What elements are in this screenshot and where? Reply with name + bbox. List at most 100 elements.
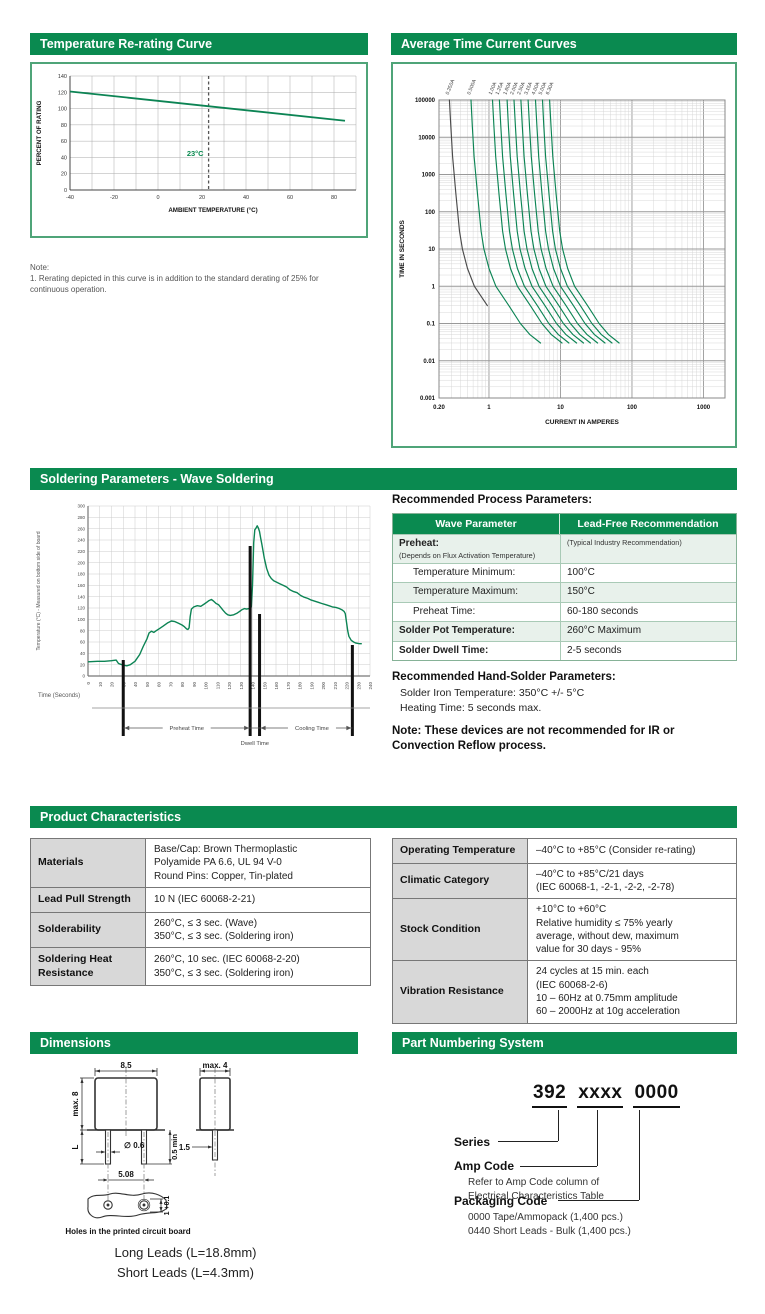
packaging-connector-v <box>639 1110 640 1200</box>
svg-text:60: 60 <box>157 682 162 688</box>
svg-text:40: 40 <box>133 682 138 688</box>
series-connector-v <box>558 1110 559 1141</box>
dim-pin-pitch: 5.08 <box>118 1170 134 1179</box>
section-header-product: Product Characteristics <box>30 806 737 828</box>
code-pkg: 0000 <box>633 1082 680 1108</box>
characteristic-value: Base/Cap: Brown Thermoplastic Polyamide P… <box>154 844 298 882</box>
svg-text:1: 1 <box>432 284 436 290</box>
pcb-sketch <box>87 1192 168 1219</box>
svg-text:60: 60 <box>80 640 86 645</box>
svg-text:120: 120 <box>58 90 67 96</box>
amp-code-description: Refer to Amp Code column of Electrical C… <box>468 1177 604 1202</box>
svg-text:20: 20 <box>199 195 205 201</box>
param-value: (Typical Industry Recommendation) <box>560 535 736 563</box>
characteristic-value: 24 cycles at 15 min. each (IEC 60068-2-6)… <box>536 966 680 1018</box>
soldering-right-column: Recommended Process Parameters: Wave Par… <box>392 494 737 754</box>
part-numbering-diagram: 392 xxxx 0000 Series Amp Code Refer to Amp… <box>392 1060 737 1310</box>
hand-solder-line: Solder Iron Temperature: 350°C +/- 5°C <box>400 687 585 700</box>
dim-side-width: max. 4 <box>203 1061 228 1070</box>
svg-text:200: 200 <box>321 682 326 690</box>
svg-text:0.01: 0.01 <box>423 359 435 365</box>
section-header-rerating: Temperature Re-rating Curve <box>30 33 368 55</box>
rerating-chart-box: 0 20 40 60 80 100 120 140 -40 -20 0 20 40 60 80 AMBIENT… <box>30 62 368 238</box>
svg-text:PERCENT OF RATING: PERCENT OF RATING <box>36 100 43 165</box>
svg-text:140: 140 <box>58 74 67 80</box>
section-title: Dimensions <box>40 1036 111 1050</box>
characteristic-row: Soldering Heat Resistance 260°C, 10 sec. (… <box>31 947 370 986</box>
svg-text:180: 180 <box>77 572 85 577</box>
svg-text:0.20: 0.20 <box>433 405 445 411</box>
dimension-arrows <box>80 1069 230 1212</box>
section-title: Product Characteristics <box>40 810 182 824</box>
characteristic-label: Soldering Heat Resistance <box>31 948 146 986</box>
svg-text:100: 100 <box>204 682 209 690</box>
svg-text:80: 80 <box>80 628 86 633</box>
solder-profile-chart: 0204060801001201401601802002202402602803… <box>36 504 373 747</box>
param-subtext: (Depends on Flux Activation Temperature) <box>399 550 536 560</box>
svg-text:10: 10 <box>428 247 435 253</box>
svg-text:40: 40 <box>243 195 249 201</box>
hand-solder-line: Heating Time: 5 seconds max. <box>400 701 542 714</box>
packaging-code-description: 0000 Tape/Ammopack (1,400 pcs.) 0440 Sho… <box>468 1212 631 1237</box>
svg-text:20: 20 <box>61 172 67 178</box>
tcc-chart: 100000 10000 1000 100 10 1 0.1 0.01 0.001 0.20 1 10… <box>399 78 726 426</box>
characteristic-row: Stock Condition +10°C to +60°C Relative hu… <box>393 898 736 961</box>
packaging-code-label: Packaging Code <box>454 1194 548 1208</box>
product-characteristics-table-right: Operating Temperature –40°C to +85°C (Con… <box>392 838 737 1024</box>
svg-text:280: 280 <box>77 515 85 520</box>
param-name: Solder Pot Temperature: <box>399 625 515 637</box>
characteristic-label: Climatic Category <box>393 863 528 899</box>
amp-connector-v <box>597 1110 598 1166</box>
process-param-row: Preheat Time: 60-180 seconds <box>393 601 736 622</box>
amp-connector-h <box>520 1166 597 1167</box>
characteristic-label: Stock Condition <box>393 899 528 961</box>
section-header-part-numbering: Part Numbering System <box>392 1032 737 1054</box>
series-label: Series <box>454 1135 491 1149</box>
svg-text:5.00A: 5.00A <box>538 81 549 96</box>
characteristic-value: 10 N (IEC 60068-2-21) <box>154 894 256 906</box>
svg-text:0.1: 0.1 <box>427 322 436 328</box>
svg-text:0: 0 <box>156 195 159 201</box>
svg-text:6.30A: 6.30A <box>545 81 556 96</box>
reflow-note: Note: These devices are not recommended … <box>392 725 675 753</box>
svg-text:10: 10 <box>557 405 564 411</box>
svg-text:110: 110 <box>215 682 220 690</box>
short-leads-text: Short Leads (L=4.3mm) <box>117 1264 254 1280</box>
process-param-row: Temperature Minimum: 100°C <box>393 562 736 583</box>
svg-text:100: 100 <box>425 210 436 216</box>
param-value: 60-180 seconds <box>560 602 736 622</box>
param-name: Temperature Maximum: <box>413 586 519 598</box>
characteristic-label: Solderability <box>31 912 146 948</box>
svg-text:10000: 10000 <box>418 135 435 141</box>
dim-side-pin-width: 1.5 <box>179 1143 191 1152</box>
packaging-connector-h <box>558 1200 639 1201</box>
svg-text:100: 100 <box>58 107 67 113</box>
process-params-table: Wave Parameter Lead-Free Recommendation … <box>392 513 737 662</box>
svg-text:3.15A: 3.15A <box>523 81 534 96</box>
svg-text:20: 20 <box>80 662 86 667</box>
svg-text:10: 10 <box>98 682 103 688</box>
dimension-lines <box>80 1068 231 1213</box>
svg-text:1.60A: 1.60A <box>502 81 513 96</box>
svg-text:120: 120 <box>77 606 85 611</box>
svg-text:140: 140 <box>251 682 256 690</box>
characteristic-value: –40°C to +85°C/21 days (IEC 60068-1, -2-1… <box>536 868 675 893</box>
characteristic-label: Materials <box>31 839 146 887</box>
svg-text:80: 80 <box>61 123 67 129</box>
svg-text:0.250A: 0.250A <box>445 78 457 96</box>
param-value: 2-5 seconds <box>560 641 736 661</box>
svg-text:0.001: 0.001 <box>420 396 436 402</box>
svg-text:220: 220 <box>345 682 350 690</box>
long-leads-text: Long Leads (L=18.8mm) <box>114 1245 257 1260</box>
svg-text:180: 180 <box>298 682 303 690</box>
col-header-lead-free: Lead-Free Recommendation <box>577 518 719 530</box>
svg-text:140: 140 <box>77 594 85 599</box>
characteristic-label: Operating Temperature <box>393 839 528 863</box>
svg-text:80: 80 <box>180 682 185 688</box>
dimensions-drawing: 8.5 max. 4 max. 8 L ∅ 0.6 0.5 min 1.5 5.… <box>65 1061 234 1236</box>
svg-text:210: 210 <box>333 682 338 690</box>
rerating-chart: 0 20 40 60 80 100 120 140 -40 -20 0 20 40 60 80 AMBIENT… <box>36 74 357 214</box>
svg-text:60: 60 <box>61 139 67 145</box>
characteristic-row: Vibration Resistance 24 cycles at 15 min.… <box>393 960 736 1023</box>
